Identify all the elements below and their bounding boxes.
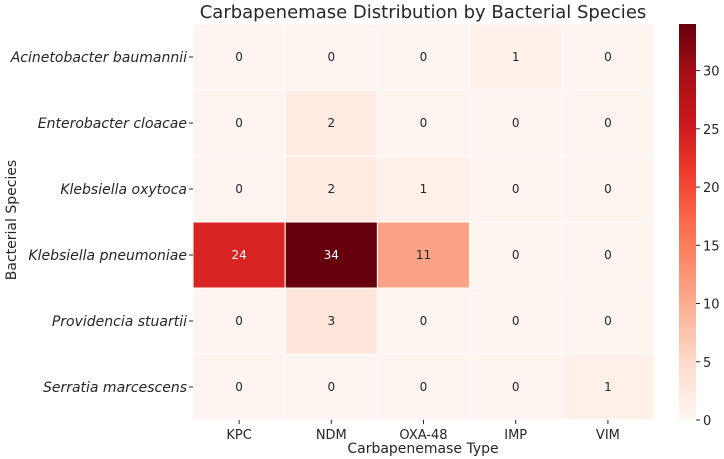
colorbar-ticks: 0 5 10 15 20 25 30 [696, 65, 720, 429]
heatmap-cell [561, 155, 655, 223]
colorbar-tick-label: 15 [703, 239, 720, 254]
colorbar-tick-label: 30 [703, 65, 720, 80]
heatmap-cell [376, 353, 471, 421]
cell-value-label: 3 [327, 314, 335, 328]
cell-value-label: 0 [327, 380, 335, 394]
cell-value-label: 0 [235, 380, 243, 394]
x-tick-labels: KPC NDM OXA-48 IMP VIM [226, 420, 620, 443]
cell-value-label: 11 [416, 248, 431, 262]
cell-value-label: 1 [420, 182, 428, 196]
cell-value-label: 0 [235, 50, 243, 64]
heatmap-cell [561, 89, 655, 157]
cell-value-label: 0 [235, 116, 243, 130]
cell-value-label: 0 [420, 380, 428, 394]
cell-value-label: 0 [604, 248, 612, 262]
cell-value-label: 0 [512, 314, 520, 328]
cell-value-label: 0 [512, 182, 520, 196]
cell-value-label: 24 [231, 248, 246, 262]
heatmap-cell [376, 89, 471, 157]
y-tick-label: Acinetobacter baumannii [10, 50, 187, 66]
cell-value-label: 0 [512, 380, 520, 394]
cell-value-label: 0 [420, 314, 428, 328]
cell-value-label: 0 [235, 314, 243, 328]
heatmap-cell [192, 89, 286, 157]
x-tick-label: IMP [504, 428, 527, 443]
colorbar-tick-label: 25 [703, 123, 720, 138]
heatmap-cell [284, 221, 378, 289]
heatmap-cell [561, 23, 655, 91]
heatmap-cell [192, 23, 286, 91]
cell-value-label: 0 [604, 314, 612, 328]
heatmap-cell [561, 287, 655, 355]
heatmap-cell [192, 287, 286, 355]
cell-value-label: 0 [235, 182, 243, 196]
cell-value-label: 34 [324, 248, 339, 262]
cell-value-label: 2 [327, 182, 335, 196]
heatmap-cell [376, 221, 471, 289]
colorbar-tick-label: 20 [703, 181, 720, 196]
x-tick-label: OXA-48 [399, 428, 447, 443]
colorbar-tick-label: 0 [703, 414, 711, 429]
y-tick-label: Enterobacter cloacae [38, 116, 187, 132]
cell-value-label: 0 [512, 248, 520, 262]
cell-value-label: 1 [512, 50, 520, 64]
heatmap-cell [376, 23, 471, 91]
cell-value-label: 2 [327, 116, 335, 130]
x-tick-label: VIM [596, 428, 620, 443]
y-tick-label: Klebsiella oxytoca [60, 182, 187, 198]
x-tick-label: NDM [316, 428, 347, 443]
cell-value-label: 0 [604, 50, 612, 64]
chart-title: Carbapenemase Distribution by Bacterial … [200, 2, 647, 23]
heatmap-cell [561, 353, 655, 421]
heatmap-cell [469, 221, 563, 289]
colorbar-tick-label: 5 [703, 356, 711, 371]
cell-value-label: 0 [512, 116, 520, 130]
cell-value-label: 0 [420, 50, 428, 64]
heatmap-cell [561, 221, 655, 289]
y-axis-label: Bacterial Species [4, 160, 20, 280]
x-axis-label: Carbapenemase Type [347, 441, 498, 457]
cell-value-label: 0 [420, 116, 428, 130]
y-tick-label: Providencia stuartii [52, 314, 187, 330]
x-tick-label: KPC [226, 428, 251, 443]
colorbar [679, 24, 696, 420]
heatmap-cell [469, 353, 563, 421]
heatmap-cell [469, 155, 563, 223]
heatmap-cell [284, 287, 378, 355]
cell-value-label: 0 [327, 50, 335, 64]
y-tick-label: Klebsiella pneumoniae [28, 248, 187, 264]
y-tick-labels: Acinetobacter baumannii Enterobacter cloa… [10, 50, 193, 396]
heatmap-cell [284, 23, 378, 91]
colorbar-tick-label: 10 [703, 298, 720, 313]
y-tick-label: Serratia marcescens [43, 380, 187, 396]
cell-value-label: 0 [604, 116, 612, 130]
heatmap-cell [469, 23, 563, 91]
heatmap-cell [376, 287, 471, 355]
cell-value-label: 1 [604, 380, 612, 394]
cell-value-label: 0 [604, 182, 612, 196]
heatmap-cell [284, 155, 378, 223]
heatmap-cells: 0 0 0 1 0 0 2 0 0 0 0 2 1 0 0 24 34 11 0 0 0 3 0 0 0 0 0 0 0 1 [192, 23, 655, 421]
heatmap-cell [284, 353, 378, 421]
heatmap-cell [376, 155, 471, 223]
